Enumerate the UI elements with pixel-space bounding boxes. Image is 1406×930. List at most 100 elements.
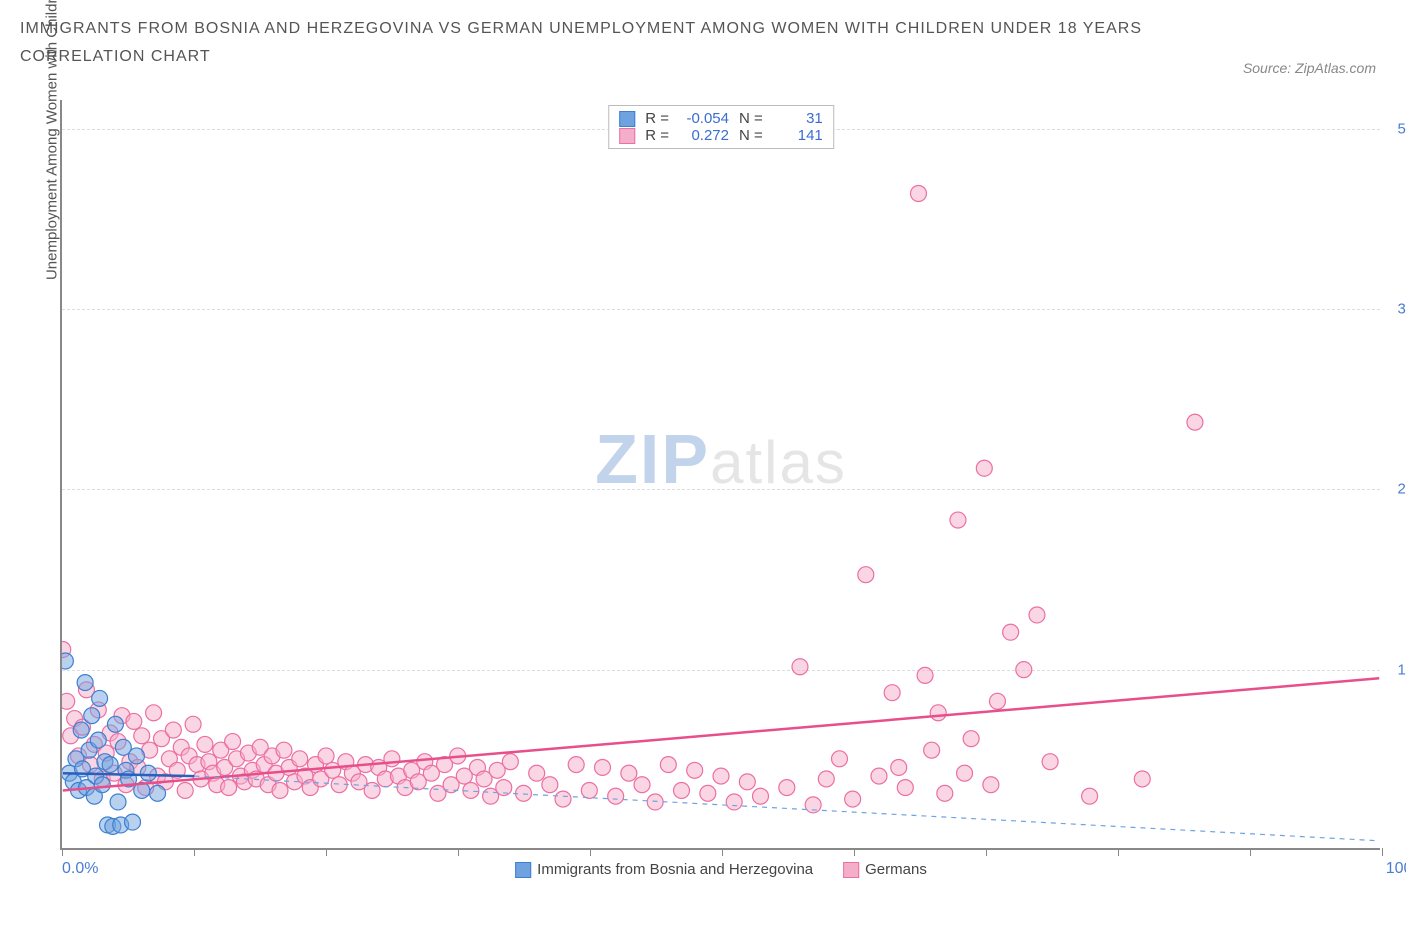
scatter-point: [647, 794, 663, 810]
legend-series2-label: Germans: [865, 861, 927, 878]
scatter-point: [134, 728, 150, 744]
scatter-point: [924, 742, 940, 758]
x-tick: [1382, 848, 1383, 856]
y-tick-label: 25.0%: [1397, 481, 1406, 498]
scatter-point: [957, 765, 973, 781]
x-tick: [326, 848, 327, 856]
n1-value: 31: [773, 110, 823, 127]
scatter-point: [110, 794, 126, 810]
scatter-point: [608, 788, 624, 804]
legend-stat-row-2: R = 0.272 N = 141: [619, 127, 823, 144]
scatter-point: [542, 777, 558, 793]
scatter-point: [384, 751, 400, 767]
scatter-point: [884, 685, 900, 701]
scatter-point: [595, 759, 611, 775]
scatter-point: [634, 777, 650, 793]
x-tick: [458, 848, 459, 856]
scatter-point: [177, 782, 193, 798]
n2-label: N =: [739, 127, 763, 144]
x-tick: [986, 848, 987, 856]
scatter-point: [779, 780, 795, 796]
source-label: Source: ZipAtlas.com: [1243, 60, 1376, 76]
scatter-point: [832, 751, 848, 767]
scatter-point: [165, 722, 181, 738]
plot-svg: [62, 100, 1380, 848]
scatter-point: [90, 732, 106, 748]
scatter-point: [674, 782, 690, 798]
scatter-point: [700, 785, 716, 801]
scatter-point: [818, 771, 834, 787]
swatch-series1-bottom: [515, 862, 531, 878]
legend-series1-label: Immigrants from Bosnia and Herzegovina: [537, 861, 813, 878]
scatter-point: [92, 690, 108, 706]
scatter-point: [983, 777, 999, 793]
scatter-point: [891, 759, 907, 775]
scatter-point: [963, 731, 979, 747]
scatter-point: [102, 757, 118, 773]
swatch-series1: [619, 111, 635, 127]
r2-value: 0.272: [679, 127, 729, 144]
scatter-point: [529, 765, 545, 781]
scatter-point: [150, 785, 166, 801]
scatter-point: [1029, 607, 1045, 623]
scatter-point: [937, 785, 953, 801]
scatter-point: [976, 460, 992, 476]
x-tick: [854, 848, 855, 856]
scatter-point: [897, 780, 913, 796]
x-max-label: 100.0%: [1386, 860, 1406, 878]
scatter-point: [555, 791, 571, 807]
scatter-point: [989, 693, 1005, 709]
legend-item-series2: Germans: [843, 861, 927, 878]
scatter-point: [126, 713, 142, 729]
scatter-point: [292, 751, 308, 767]
scatter-point: [910, 186, 926, 202]
scatter-point: [94, 777, 110, 793]
scatter-point: [1003, 624, 1019, 640]
scatter-point: [1082, 788, 1098, 804]
swatch-series2: [619, 128, 635, 144]
chart-title-line2: CORRELATION CHART: [20, 48, 1386, 66]
x-tick: [1250, 848, 1251, 856]
r2-label: R =: [645, 127, 669, 144]
legend-stat-row-1: R = -0.054 N = 31: [619, 110, 823, 127]
scatter-point: [62, 693, 75, 709]
scatter-point: [84, 708, 100, 724]
n2-value: 141: [773, 127, 823, 144]
scatter-point: [146, 705, 162, 721]
scatter-point: [77, 675, 93, 691]
scatter-point: [62, 653, 73, 669]
x-min-label: 0.0%: [62, 860, 98, 878]
scatter-point: [225, 734, 241, 750]
chart-title-line1: IMMIGRANTS FROM BOSNIA AND HERZEGOVINA V…: [20, 20, 1386, 38]
scatter-point: [272, 782, 288, 798]
scatter-point: [1016, 662, 1032, 678]
scatter-point: [726, 794, 742, 810]
scatter-point: [73, 722, 89, 738]
y-tick-label: 37.5%: [1397, 301, 1406, 318]
swatch-series2-bottom: [843, 862, 859, 878]
scatter-point: [687, 762, 703, 778]
scatter-point: [1134, 771, 1150, 787]
scatter-point: [364, 782, 380, 798]
scatter-point: [950, 512, 966, 528]
scatter-point: [753, 788, 769, 804]
scatter-point: [845, 791, 861, 807]
scatter-point: [318, 748, 334, 764]
x-tick: [722, 848, 723, 856]
x-tick: [62, 848, 63, 856]
scatter-point: [1042, 754, 1058, 770]
scatter-point: [581, 782, 597, 798]
scatter-point: [930, 705, 946, 721]
scatter-point: [197, 736, 213, 752]
y-tick-label: 12.5%: [1397, 661, 1406, 678]
scatter-point: [107, 716, 123, 732]
scatter-point: [858, 567, 874, 583]
scatter-point: [502, 754, 518, 770]
legend-bottom: Immigrants from Bosnia and Herzegovina G…: [515, 861, 927, 878]
x-tick: [590, 848, 591, 856]
scatter-point: [917, 667, 933, 683]
scatter-point: [621, 765, 637, 781]
scatter-point: [276, 742, 292, 758]
scatter-point: [125, 814, 141, 830]
scatter-point: [185, 716, 201, 732]
